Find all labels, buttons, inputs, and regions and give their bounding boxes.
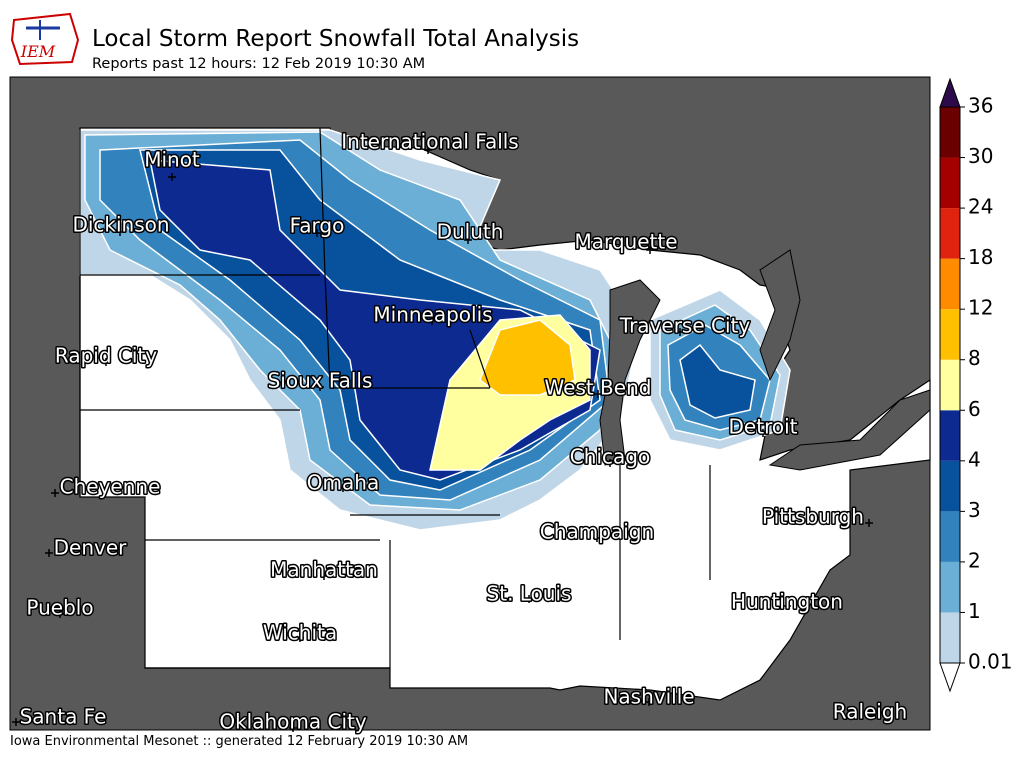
colorbar-frame xyxy=(939,106,961,664)
city-label: Manhattan xyxy=(270,558,378,582)
city-marker xyxy=(428,317,436,325)
colorbar-over xyxy=(939,77,961,108)
city-marker xyxy=(866,711,874,719)
city-marker xyxy=(56,610,64,618)
city-marker xyxy=(116,228,124,236)
city-label: Santa Fe xyxy=(20,705,107,729)
city-marker xyxy=(296,634,304,642)
colorbar-under xyxy=(939,662,961,693)
city-marker xyxy=(646,246,654,254)
colorbar-tick-label: 36 xyxy=(968,94,993,118)
color-bin xyxy=(940,208,960,259)
color-bin xyxy=(940,460,960,512)
city-label: Raleigh xyxy=(833,700,908,724)
city-marker xyxy=(168,173,176,181)
city-label: Champaign xyxy=(540,520,654,544)
city-label: Fargo xyxy=(290,214,345,238)
city-label: Dickinson xyxy=(72,213,169,237)
colorbar-tick-label: 6 xyxy=(968,397,981,421)
city-marker xyxy=(320,572,328,580)
city-label: Huntington xyxy=(731,590,843,614)
colorbar-tick-label: 12 xyxy=(968,296,993,320)
lake-michigan xyxy=(599,279,661,466)
city-label: Omaha xyxy=(307,471,379,495)
color-bin xyxy=(940,157,960,209)
city-marker xyxy=(676,328,684,336)
city-marker xyxy=(12,718,20,726)
title: Local Storm Report Snowfall Total Analys… xyxy=(92,26,579,52)
city-marker xyxy=(759,429,767,437)
city-marker xyxy=(45,549,53,557)
city-marker xyxy=(313,229,321,237)
color-bin xyxy=(940,612,960,663)
city-marker xyxy=(464,236,472,244)
city-label: Sioux Falls xyxy=(268,369,373,393)
city-marker xyxy=(339,484,347,492)
snow-contours xyxy=(79,129,791,531)
colorbar-tick-label: 8 xyxy=(968,346,981,370)
city-label: Pueblo xyxy=(26,596,93,620)
city-label: Wichita xyxy=(263,621,337,645)
city-label: Minot xyxy=(144,148,200,172)
colorbar-tick-label: 24 xyxy=(968,195,993,219)
city-label: Traverse City xyxy=(619,314,751,338)
city-label: St. Louis xyxy=(487,582,572,606)
city-label: Minneapolis xyxy=(373,303,492,327)
city-marker xyxy=(102,358,110,366)
color-bin xyxy=(940,359,960,411)
footer: Iowa Environmental Mesonet :: generated … xyxy=(10,734,468,749)
city-label: Rapid City xyxy=(55,344,157,368)
color-bin xyxy=(940,410,960,461)
city-label: Duluth xyxy=(437,220,504,244)
city-marker xyxy=(865,519,873,527)
color-bin xyxy=(940,561,960,613)
city-marker xyxy=(51,489,59,497)
colorbar-tick-label: 30 xyxy=(968,144,993,168)
city-marker xyxy=(289,724,297,732)
city-label: Denver xyxy=(54,536,128,560)
city-marker xyxy=(606,459,614,467)
city-label: Chicago xyxy=(570,445,650,469)
color-bin xyxy=(940,258,960,310)
color-bin xyxy=(940,107,960,158)
city-marker xyxy=(593,534,601,542)
city-label: Nashville xyxy=(603,685,694,709)
city-marker xyxy=(783,602,791,610)
city-label: Pittsburgh xyxy=(762,505,864,529)
city-label: International Falls xyxy=(341,130,518,154)
city-marker xyxy=(525,595,533,603)
subtitle: Reports past 12 hours: 12 Feb 2019 10:30… xyxy=(92,56,425,72)
city-marker xyxy=(316,383,324,391)
city-marker xyxy=(645,698,653,706)
colorbar-tick-label: 2 xyxy=(968,548,981,572)
colorbar-tick-label: 4 xyxy=(968,447,981,471)
colorbar-tick-label: 18 xyxy=(968,245,993,269)
city-label: West Bend xyxy=(545,376,652,400)
lake-erie xyxy=(768,389,931,471)
logo: IEM xyxy=(10,12,80,66)
city-label: Detroit xyxy=(729,415,798,439)
state-borders xyxy=(79,127,711,669)
colorbar-tick-label: 0.01 xyxy=(968,650,1013,674)
cities: International Falls Minot Dickinson Fargo Du… xyxy=(12,128,909,735)
city-marker xyxy=(594,390,602,398)
lake-huron xyxy=(759,249,801,382)
city-label: Cheyenne xyxy=(60,475,161,499)
map: International Falls Minot Dickinson Fargo Du… xyxy=(9,76,931,735)
city-marker xyxy=(424,146,432,154)
colorbar-tick-label: 3 xyxy=(968,498,981,522)
colorbar-tick-label: 1 xyxy=(968,599,981,623)
color-bin xyxy=(940,309,960,360)
logo-text: IEM xyxy=(20,42,56,61)
city-label: Marquette xyxy=(574,230,677,254)
city-label: Oklahoma City xyxy=(219,710,367,734)
color-bin xyxy=(940,511,960,562)
